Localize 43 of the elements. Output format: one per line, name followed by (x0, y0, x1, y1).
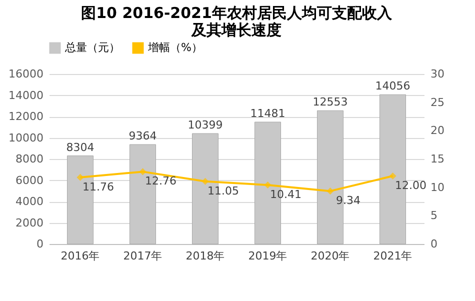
text: 10399 (188, 118, 223, 132)
y-tick-label: 6000 (16, 174, 44, 187)
y-tick-label: 4000 (16, 195, 44, 208)
point (202, 178, 209, 185)
text: 9.34 (336, 194, 360, 208)
y2-tick-label: 5 (430, 209, 438, 222)
text: 9364 (128, 130, 157, 143)
x-tick-label: 2016年 (60, 250, 100, 262)
y-tick-label: 2000 (16, 216, 44, 230)
legend-label: 总量（元） (64, 41, 120, 54)
text: 12553 (312, 96, 348, 109)
text: 14056 (375, 80, 410, 93)
y-tick-label: 12000 (8, 110, 44, 123)
text: 10.41 (270, 188, 302, 202)
text: 12.76 (145, 174, 176, 188)
legend-label: 增幅（%） (147, 41, 202, 54)
y2-tick-label: 0 (430, 238, 438, 250)
y-tick-label: 16000 (8, 68, 44, 80)
x-tick-label: 2019年 (248, 250, 288, 262)
text: 11.05 (208, 184, 239, 198)
x-tick-label: 2020年 (310, 250, 350, 262)
y2-tick-label: 20 (430, 124, 444, 138)
text: 11.76 (82, 180, 114, 194)
y-tick-label: 8000 (16, 152, 44, 166)
y2-tick-label: 30 (430, 68, 444, 80)
point (264, 181, 272, 189)
text: 12.00 (395, 179, 426, 192)
x-tick-label: 2017年 (123, 250, 162, 262)
point (139, 168, 146, 176)
y-tick-label: 0 (36, 238, 44, 250)
chart-title: 图10 2016-2021年农村居民人均可支配收入及其增长速度 (81, 4, 393, 39)
point (76, 174, 84, 181)
y2-tick-label: 15 (430, 152, 444, 166)
y2-tick-label: 25 (430, 96, 444, 109)
y-tick-label: 14000 (8, 88, 44, 102)
point (389, 172, 396, 180)
point (326, 188, 334, 195)
text: 11481 (250, 107, 286, 120)
y2-tick-label: 10 (430, 180, 444, 194)
text: 8304 (66, 140, 94, 154)
x-tick-label: 2018年 (186, 250, 225, 262)
x-tick-label: 2021年 (373, 250, 412, 262)
y-tick-label: 10000 (8, 131, 44, 144)
